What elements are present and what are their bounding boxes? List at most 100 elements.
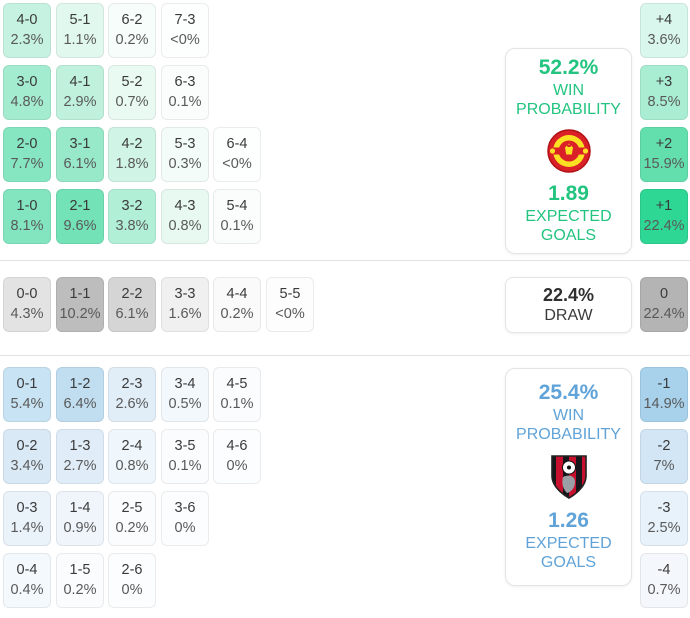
away-score-cell-3-5-probability: 0.1% xyxy=(168,457,202,474)
home-win-probability-label: WIN PROBABILITY xyxy=(516,82,621,119)
draw-score-cell-5-5-value: 5-5 xyxy=(279,285,301,302)
away-score-cell-2-5: 2-5 0.2% xyxy=(108,491,156,546)
home-score-cell-2-0: 2-0 7.7% xyxy=(3,127,51,182)
away-score-cell-4-5-value: 4-5 xyxy=(226,375,248,392)
home-margin-cell-+4-probability: 3.6% xyxy=(647,31,681,48)
away-score-cell-0-4-value: 0-4 xyxy=(16,561,38,578)
home-expected-goals-value: 1.89 xyxy=(548,182,589,205)
away-score-cell-2-5-probability: 0.2% xyxy=(115,519,149,536)
draw-score-cell-3-3: 3-3 1.6% xyxy=(161,277,209,332)
draw-margin-cell-0-value: 0 xyxy=(659,285,669,302)
home-score-cell-4-1-probability: 2.9% xyxy=(63,93,97,110)
draw-margin-cell-0-probability: 22.4% xyxy=(643,305,685,322)
draw-score-cell-4-4-probability: 0.2% xyxy=(220,305,254,322)
home-score-cell-4-2: 4-2 1.8% xyxy=(108,127,156,182)
away-score-cell-0-2: 0-2 3.4% xyxy=(3,429,51,484)
home-score-cell-2-0-value: 2-0 xyxy=(16,135,38,152)
home-score-cell-7-3: 7-3 <0% xyxy=(161,3,209,58)
away-margin-cell--3-value: -3 xyxy=(657,499,671,516)
draw-score-cell-3-3-probability: 1.6% xyxy=(168,305,202,322)
home-score-cell-4-2-value: 4-2 xyxy=(121,135,143,152)
home-margin-cell-+3-probability: 8.5% xyxy=(647,93,681,110)
home-score-cell-6-3-probability: 0.1% xyxy=(168,93,202,110)
away-score-cell-1-5: 1-5 0.2% xyxy=(56,553,104,608)
draw-score-cell-1-1-probability: 10.2% xyxy=(59,305,101,322)
away-expected-goals-value: 1.26 xyxy=(548,509,589,532)
home-score-cell-3-0-value: 3-0 xyxy=(16,73,38,90)
home-score-cell-2-1: 2-1 9.6% xyxy=(56,189,104,244)
away-margin-cell--4-probability: 0.7% xyxy=(647,581,681,598)
home-margin-cell-+3: +3 8.5% xyxy=(640,65,688,120)
home-score-cell-5-1: 5-1 1.1% xyxy=(56,3,104,58)
home-margin-cell-+1-value: +1 xyxy=(655,197,673,214)
away-score-cell-1-2-probability: 6.4% xyxy=(63,395,97,412)
away-score-cell-2-3: 2-3 2.6% xyxy=(108,367,156,422)
draw-label: DRAW xyxy=(544,306,593,324)
home-score-cell-5-2: 5-2 0.7% xyxy=(108,65,156,120)
draw-margin-cell-0: 0 22.4% xyxy=(640,277,688,332)
home-score-cell-2-1-value: 2-1 xyxy=(69,197,91,214)
home-expected-goals-label: EXPECTED GOALS xyxy=(525,208,612,244)
home-score-cell-6-2-probability: 0.2% xyxy=(115,31,149,48)
away-win-panel: 25.4% WIN PROBABILITY xyxy=(505,368,632,586)
away-score-cell-2-5-value: 2-5 xyxy=(121,499,143,516)
home-score-cell-5-3-value: 5-3 xyxy=(174,135,196,152)
away-score-cell-1-5-value: 1-5 xyxy=(69,561,91,578)
away-margin-cell--4-value: -4 xyxy=(657,561,671,578)
away-score-cell-1-3: 1-3 2.7% xyxy=(56,429,104,484)
home-score-cell-5-2-value: 5-2 xyxy=(121,73,143,90)
home-score-cell-7-3-value: 7-3 xyxy=(174,11,196,28)
draw-probability-value: 22.4% xyxy=(542,284,595,305)
home-margin-cell-+1-probability: 22.4% xyxy=(643,217,685,234)
draw-score-cell-5-5: 5-5 <0% xyxy=(266,277,314,332)
away-score-cell-1-2: 1-2 6.4% xyxy=(56,367,104,422)
draw-score-cell-2-2: 2-2 6.1% xyxy=(108,277,156,332)
away-score-cell-1-5-probability: 0.2% xyxy=(63,581,97,598)
home-margin-cell-+2-value: +2 xyxy=(655,135,673,152)
away-score-cell-0-4-probability: 0.4% xyxy=(10,581,44,598)
draw-panel: 22.4% DRAW xyxy=(505,277,632,333)
home-score-cell-2-1-probability: 9.6% xyxy=(63,217,97,234)
away-score-cell-0-2-value: 0-2 xyxy=(16,437,38,454)
home-score-cell-4-3: 4-3 0.8% xyxy=(161,189,209,244)
away-margin-cell--3: -3 2.5% xyxy=(640,491,688,546)
home-score-cell-3-1-value: 3-1 xyxy=(69,135,91,152)
away-margin-cell--1: -1 14.9% xyxy=(640,367,688,422)
away-margin-cell--1-value: -1 xyxy=(657,375,671,392)
draw-score-cell-0-0: 0-0 4.3% xyxy=(3,277,51,332)
home-score-cell-4-1: 4-1 2.9% xyxy=(56,65,104,120)
home-score-cell-5-4-value: 5-4 xyxy=(226,197,248,214)
away-score-cell-1-2-value: 1-2 xyxy=(69,375,91,392)
home-score-cell-5-1-probability: 1.1% xyxy=(63,31,97,48)
away-score-cell-1-4-value: 1-4 xyxy=(69,499,91,516)
home-score-cell-5-4-probability: 0.1% xyxy=(220,217,254,234)
away-margin-cell--1-probability: 14.9% xyxy=(643,395,685,412)
away-score-cell-3-5: 3-5 0.1% xyxy=(161,429,209,484)
home-score-cell-5-4: 5-4 0.1% xyxy=(213,189,261,244)
home-score-cell-6-3: 6-3 0.1% xyxy=(161,65,209,120)
home-score-cell-7-3-probability: <0% xyxy=(170,31,200,48)
draw-score-cell-1-1: 1-1 10.2% xyxy=(56,277,104,332)
draw-score-cell-2-2-value: 2-2 xyxy=(121,285,143,302)
away-score-cell-0-1-value: 0-1 xyxy=(16,375,38,392)
home-score-cell-4-2-probability: 1.8% xyxy=(115,155,149,172)
home-win-probability-value: 52.2% xyxy=(538,56,599,80)
home-score-cell-4-0-value: 4-0 xyxy=(16,11,38,28)
home-score-cell-3-2: 3-2 3.8% xyxy=(108,189,156,244)
away-margin-cell--2-probability: 7% xyxy=(653,457,675,474)
home-margin-cell-+4-value: +4 xyxy=(655,11,673,28)
draw-score-cell-2-2-probability: 6.1% xyxy=(115,305,149,322)
home-score-cell-3-1: 3-1 6.1% xyxy=(56,127,104,182)
away-score-cell-0-1-probability: 5.4% xyxy=(10,395,44,412)
away-score-cell-1-4: 1-4 0.9% xyxy=(56,491,104,546)
home-score-cell-5-2-probability: 0.7% xyxy=(115,93,149,110)
home-score-cell-3-1-probability: 6.1% xyxy=(63,155,97,172)
home-margin-cell-+3-value: +3 xyxy=(655,73,673,90)
away-score-cell-0-2-probability: 3.4% xyxy=(10,457,44,474)
home-score-cell-2-0-probability: 7.7% xyxy=(10,155,44,172)
away-score-cell-3-6-value: 3-6 xyxy=(174,499,196,516)
away-margin-cell--3-probability: 2.5% xyxy=(647,519,681,536)
home-score-cell-6-4-probability: <0% xyxy=(222,155,252,172)
draw-score-cell-4-4-value: 4-4 xyxy=(226,285,248,302)
away-score-cell-4-6-probability: 0% xyxy=(226,457,248,474)
